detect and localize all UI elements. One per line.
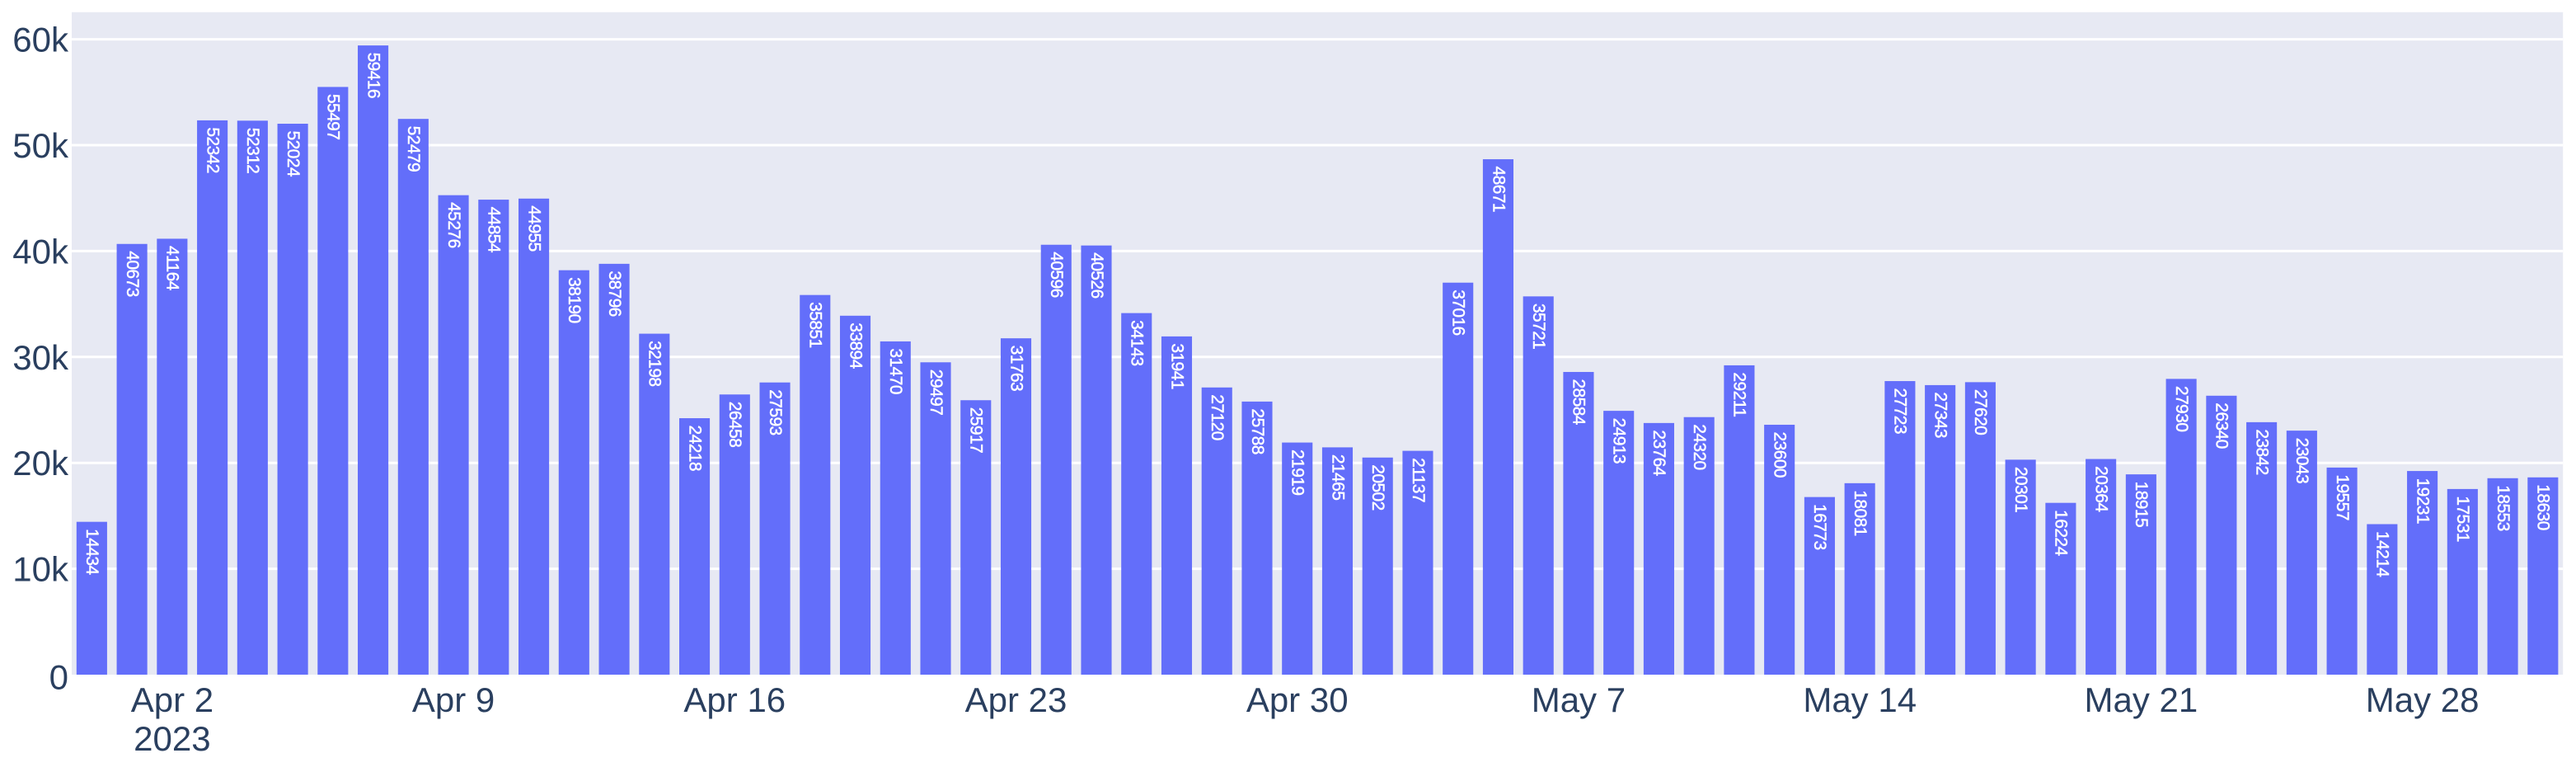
svg-text:27723: 27723	[1891, 388, 1910, 434]
svg-text:Apr 2: Apr 2	[131, 680, 213, 719]
svg-text:55497: 55497	[324, 94, 343, 139]
svg-text:May 7: May 7	[1532, 680, 1626, 719]
svg-text:Apr 9: Apr 9	[412, 680, 495, 719]
svg-text:20364: 20364	[2091, 466, 2110, 512]
svg-text:38796: 38796	[605, 271, 624, 316]
svg-text:29211: 29211	[1730, 372, 1749, 417]
svg-text:31763: 31763	[1006, 346, 1025, 391]
svg-text:52479: 52479	[404, 126, 423, 172]
svg-text:23842: 23842	[2252, 429, 2271, 474]
svg-text:May 14: May 14	[1803, 680, 1917, 719]
svg-text:23043: 23043	[2292, 438, 2311, 483]
svg-text:31470: 31470	[886, 348, 905, 393]
svg-text:44854: 44854	[485, 207, 504, 253]
svg-text:26458: 26458	[725, 402, 744, 447]
svg-text:23764: 23764	[1649, 430, 1668, 476]
svg-text:33894: 33894	[846, 322, 865, 369]
svg-text:18630: 18630	[2534, 484, 2553, 530]
svg-text:34143: 34143	[1128, 320, 1147, 365]
svg-text:35721: 35721	[1529, 304, 1548, 349]
svg-text:20k: 20k	[12, 444, 69, 482]
svg-text:35851: 35851	[806, 302, 825, 347]
svg-text:27593: 27593	[766, 389, 785, 435]
svg-text:45276: 45276	[444, 202, 463, 247]
svg-text:48671: 48671	[1489, 167, 1508, 212]
svg-text:25788: 25788	[1248, 408, 1267, 454]
svg-text:0: 0	[49, 657, 68, 696]
svg-text:44955: 44955	[524, 205, 543, 251]
svg-text:52342: 52342	[203, 127, 222, 172]
svg-text:40k: 40k	[12, 232, 69, 271]
svg-text:32198: 32198	[645, 341, 664, 386]
svg-text:60k: 60k	[12, 21, 69, 59]
svg-text:28584: 28584	[1570, 379, 1588, 425]
svg-text:31941: 31941	[1167, 343, 1186, 388]
svg-text:16224: 16224	[2052, 510, 2071, 556]
svg-text:19557: 19557	[2333, 474, 2352, 520]
svg-text:27930: 27930	[2172, 386, 2191, 431]
svg-text:40596: 40596	[1047, 252, 1066, 297]
svg-text:19231: 19231	[2413, 478, 2432, 524]
svg-text:29497: 29497	[927, 370, 945, 415]
svg-text:17531: 17531	[2453, 496, 2472, 541]
svg-text:18081: 18081	[1851, 490, 1870, 535]
svg-text:20301: 20301	[2011, 467, 2030, 512]
svg-text:40526: 40526	[1087, 252, 1106, 298]
svg-text:2023: 2023	[134, 719, 210, 758]
svg-text:23600: 23600	[1770, 431, 1789, 477]
svg-text:16773: 16773	[1810, 504, 1829, 549]
svg-text:24913: 24913	[1609, 418, 1628, 464]
svg-text:59416: 59416	[364, 53, 382, 98]
svg-text:Apr 23: Apr 23	[965, 680, 1067, 719]
svg-text:26340: 26340	[2212, 402, 2231, 448]
svg-text:25917: 25917	[967, 407, 986, 453]
svg-text:52312: 52312	[243, 128, 262, 173]
svg-text:18553: 18553	[2494, 485, 2513, 530]
svg-text:10k: 10k	[12, 550, 69, 589]
svg-text:Apr 30: Apr 30	[1246, 680, 1349, 719]
svg-text:21465: 21465	[1328, 454, 1347, 500]
svg-text:18915: 18915	[2132, 482, 2151, 527]
svg-text:52024: 52024	[284, 131, 303, 177]
svg-text:27620: 27620	[1971, 389, 1990, 435]
svg-text:20502: 20502	[1368, 464, 1387, 510]
svg-text:Apr 16: Apr 16	[683, 680, 786, 719]
svg-text:37016: 37016	[1449, 290, 1468, 335]
svg-text:21137: 21137	[1409, 458, 1428, 502]
svg-text:30k: 30k	[12, 338, 69, 377]
svg-text:40673: 40673	[123, 251, 142, 296]
svg-text:14434: 14434	[82, 529, 101, 575]
svg-text:21919: 21919	[1288, 450, 1307, 495]
svg-text:24320: 24320	[1690, 424, 1709, 469]
svg-text:27120: 27120	[1208, 394, 1227, 440]
svg-text:14214: 14214	[2373, 531, 2392, 577]
svg-text:24218: 24218	[685, 426, 704, 471]
svg-text:50k: 50k	[12, 126, 69, 165]
svg-text:May 21: May 21	[2085, 680, 2198, 719]
svg-text:41164: 41164	[163, 246, 182, 291]
svg-text:38190: 38190	[565, 277, 584, 322]
svg-text:27343: 27343	[1931, 392, 1950, 437]
svg-text:May 28: May 28	[2366, 680, 2480, 719]
